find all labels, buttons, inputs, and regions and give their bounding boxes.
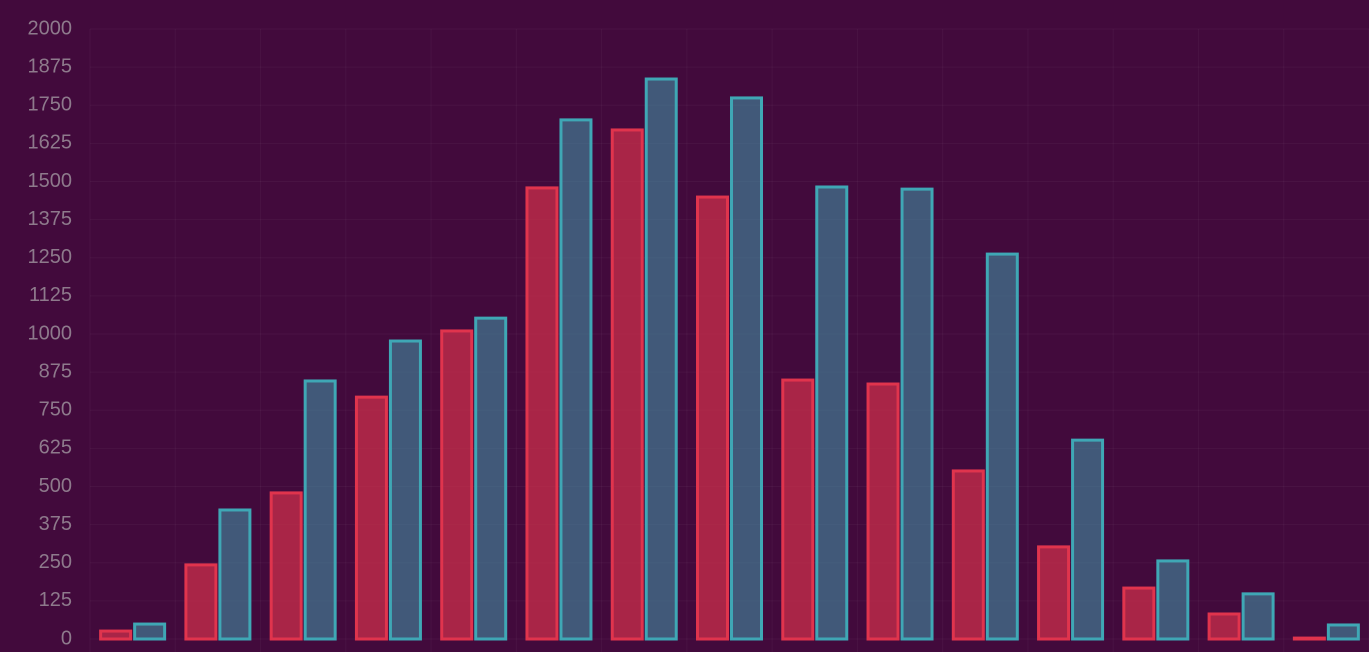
bar [696,195,729,641]
bar [525,186,559,641]
y-tick-label: 1250 [28,246,73,268]
y-tick-label: 625 [39,437,72,459]
bar [388,339,422,641]
bar [1156,559,1190,641]
bar [133,622,167,641]
bar [781,378,815,641]
y-tick-label: 375 [39,513,72,535]
bar [815,185,849,641]
bar [1071,438,1105,641]
y-tick-label: 750 [39,399,72,421]
bar [1037,545,1071,641]
y-tick-label: 1375 [28,208,73,230]
y-tick-label: 125 [39,589,72,611]
bar [900,187,934,641]
y-tick-label: 1000 [28,322,73,344]
bar [1326,623,1360,641]
y-tick-label: 1875 [28,55,73,77]
bar [1292,636,1326,641]
bar [610,128,644,641]
bar [1207,612,1241,641]
bar [218,508,252,641]
bar [866,382,900,641]
bar [354,395,388,641]
bar [1122,586,1156,641]
y-tick-label: 1125 [29,284,72,306]
y-tick-label: 1625 [28,132,73,154]
bar [644,77,678,641]
bar [184,563,218,641]
y-tick-label: 1750 [28,94,73,116]
y-tick-label: 2000 [28,17,73,39]
bar [440,329,474,641]
bar [474,316,508,641]
bar [730,96,763,641]
bar [1241,592,1275,641]
y-tick-label: 500 [39,475,72,497]
bar [99,629,133,641]
y-tick-label: 1500 [28,170,73,192]
bar [985,252,1019,641]
y-tick-label: 875 [39,360,72,382]
y-tick-label: 0 [61,627,72,649]
bar [951,469,985,641]
bar [303,379,337,641]
bar [269,491,303,641]
y-tick-label: 250 [39,551,72,573]
bar [559,118,593,641]
